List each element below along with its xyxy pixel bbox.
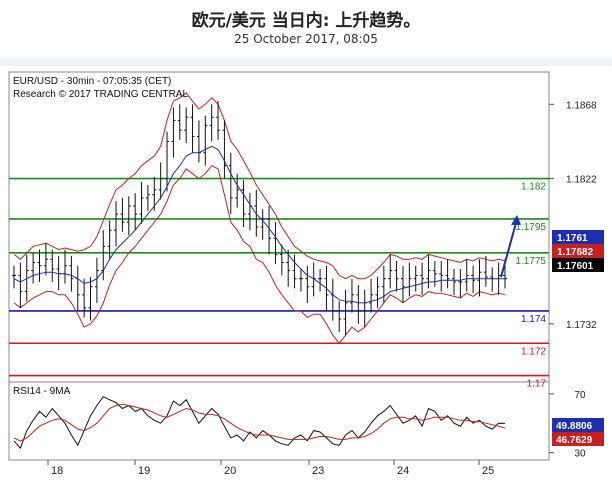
price-marker-label-2: 1.17601 bbox=[557, 261, 594, 272]
price-marker-box-2 bbox=[552, 258, 604, 272]
level-label-0: 1.182 bbox=[521, 182, 546, 193]
axis-group: 18 19 20 23 24 25 1.1868 1.1822 1.1732 70 30 bbox=[47, 100, 597, 477]
rsi-marker-box-0 bbox=[552, 418, 604, 432]
levels-group: 1.182 1.1795 1.1775 1.174 1.172 1.17 bbox=[9, 177, 549, 390]
forecast-arrow-shaft bbox=[500, 222, 517, 278]
moving-average-group bbox=[13, 145, 505, 304]
rsi-line bbox=[13, 396, 506, 450]
rsi-y-tick-label-0: 70 bbox=[574, 390, 586, 401]
rsi-marker-label-0: 49.8806 bbox=[556, 421, 593, 432]
price-marker-box-0 bbox=[552, 230, 604, 244]
rsi-ma-line bbox=[13, 403, 506, 442]
header-separator bbox=[0, 58, 612, 66]
x-tick-label-2: 20 bbox=[224, 465, 236, 477]
level-label-3: 1.174 bbox=[521, 314, 546, 325]
price-panel-frame bbox=[8, 71, 550, 383]
band-upper-line bbox=[13, 92, 506, 280]
chart-info-line2: Research © 2017 TRADING CENTRAL bbox=[13, 89, 188, 100]
band-lower-line bbox=[13, 164, 506, 345]
candles-group bbox=[12, 101, 507, 336]
level-label-2: 1.1775 bbox=[515, 256, 546, 267]
forecast-arrow-head bbox=[511, 214, 521, 225]
rsi-marker-label-1: 46.7629 bbox=[556, 435, 593, 446]
y-tick-label-1: 1.1822 bbox=[566, 175, 597, 186]
x-tick-label-0: 18 bbox=[51, 465, 63, 477]
rsi-group bbox=[13, 396, 506, 450]
level-label-5: 1.17 bbox=[527, 379, 547, 390]
price-marker-label-1: 1.17682 bbox=[557, 247, 594, 258]
level-label-1: 1.1795 bbox=[515, 222, 546, 233]
moving-average-line bbox=[13, 145, 505, 304]
chart-subtitle: 25 October 2017, 08:05 bbox=[234, 32, 378, 46]
rsi-marker-box-1 bbox=[552, 432, 604, 446]
y-tick-label-2: 1.1732 bbox=[566, 320, 597, 331]
chart-info-line1: EUR/USD - 30min - 07:05:35 (CET) bbox=[13, 76, 171, 87]
forecast-arrow-group bbox=[500, 214, 521, 278]
rsi-panel-label: RSI14 - 9MA bbox=[13, 386, 71, 397]
bands-group bbox=[13, 92, 506, 345]
rsi-y-tick-label-1: 30 bbox=[574, 449, 586, 460]
level-label-4: 1.172 bbox=[521, 346, 546, 357]
y-tick-label-0: 1.1868 bbox=[566, 100, 597, 111]
x-tick-label-3: 23 bbox=[312, 465, 324, 477]
chart-title: 欧元/美元 当日内: 上升趋势。 bbox=[191, 11, 421, 31]
price-marker-label-0: 1.1761 bbox=[557, 233, 588, 244]
price-marker-box-1 bbox=[552, 244, 604, 258]
x-tick-label-1: 19 bbox=[138, 465, 150, 477]
chart-header: 欧元/美元 当日内: 上升趋势。 25 October 2017, 08:05 bbox=[0, 0, 612, 60]
x-tick-label-4: 24 bbox=[397, 465, 409, 477]
x-tick-label-5: 25 bbox=[482, 465, 494, 477]
markers-group: 1.1761 1.17682 1.17601 49.8806 46.7629 bbox=[552, 230, 604, 446]
